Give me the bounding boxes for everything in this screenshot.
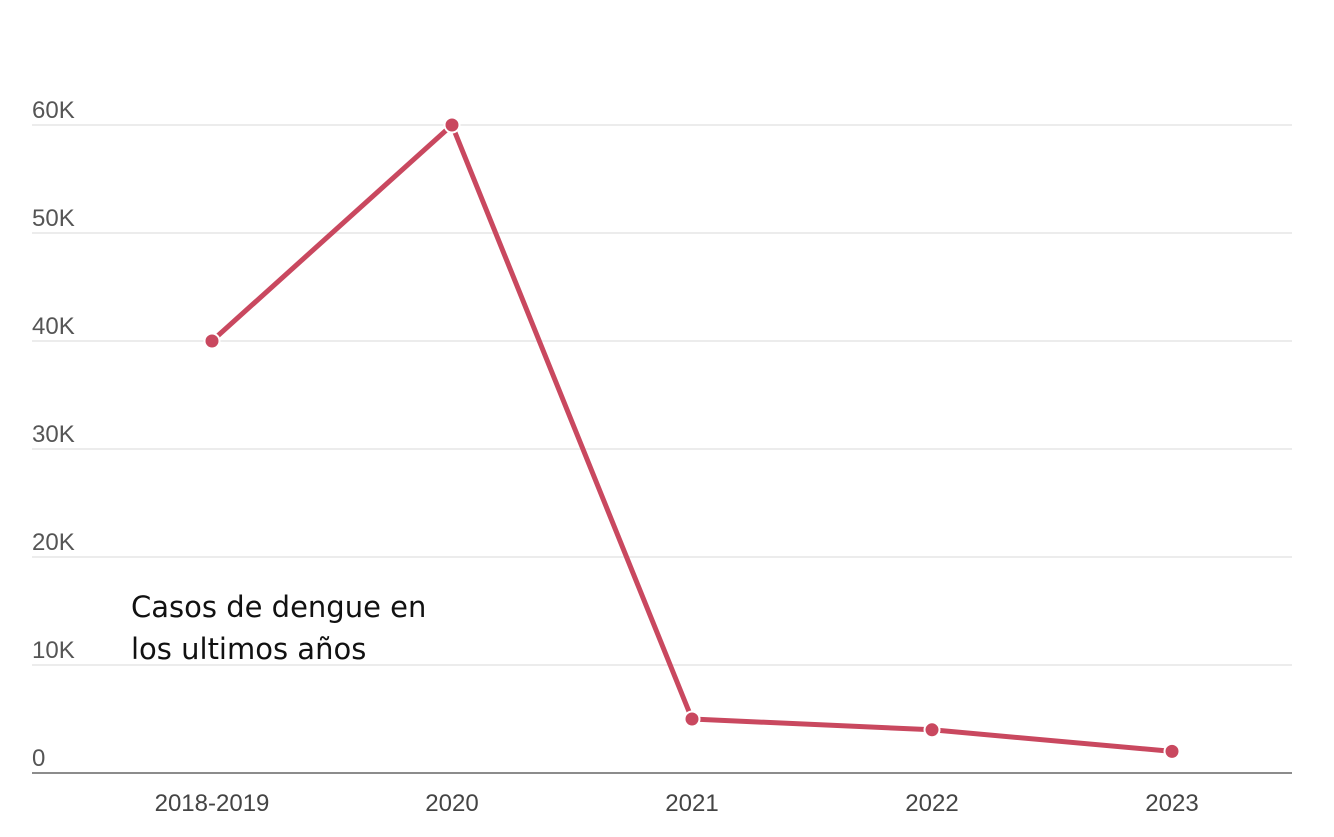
x-tick-label: 2023 [1145,790,1198,817]
x-tick-label: 2020 [425,790,478,817]
chart-annotation: Casos de dengue en los ultimos años [131,590,436,666]
annotation-line-2: los ultimos años [131,632,366,666]
y-tick-label: 40K [32,313,75,340]
y-tick-label: 10K [32,637,75,664]
y-tick-label: 30K [32,421,75,448]
annotation-line-1: Casos de dengue en [131,590,426,624]
x-tick-label: 2022 [905,790,958,817]
x-tick-label: 2018-2019 [155,790,270,817]
data-point-2021 [683,710,701,728]
data-point-2023 [1163,742,1181,760]
y-tick-label: 60K [32,97,75,124]
data-points [203,116,1181,760]
data-point-2020 [443,116,461,134]
y-tick-label: 0 [32,745,45,772]
y-tick-label: 50K [32,205,75,232]
y-axis: 0 10K 20K 30K 40K 50K 60K [32,97,75,772]
gridlines [32,124,1292,666]
data-point-2018-2019 [203,332,221,350]
y-tick-label: 20K [32,529,75,556]
x-tick-label: 2021 [665,790,718,817]
data-point-2022 [923,721,941,739]
x-axis: 2018-2019 2020 2021 2022 2023 [155,790,1199,817]
